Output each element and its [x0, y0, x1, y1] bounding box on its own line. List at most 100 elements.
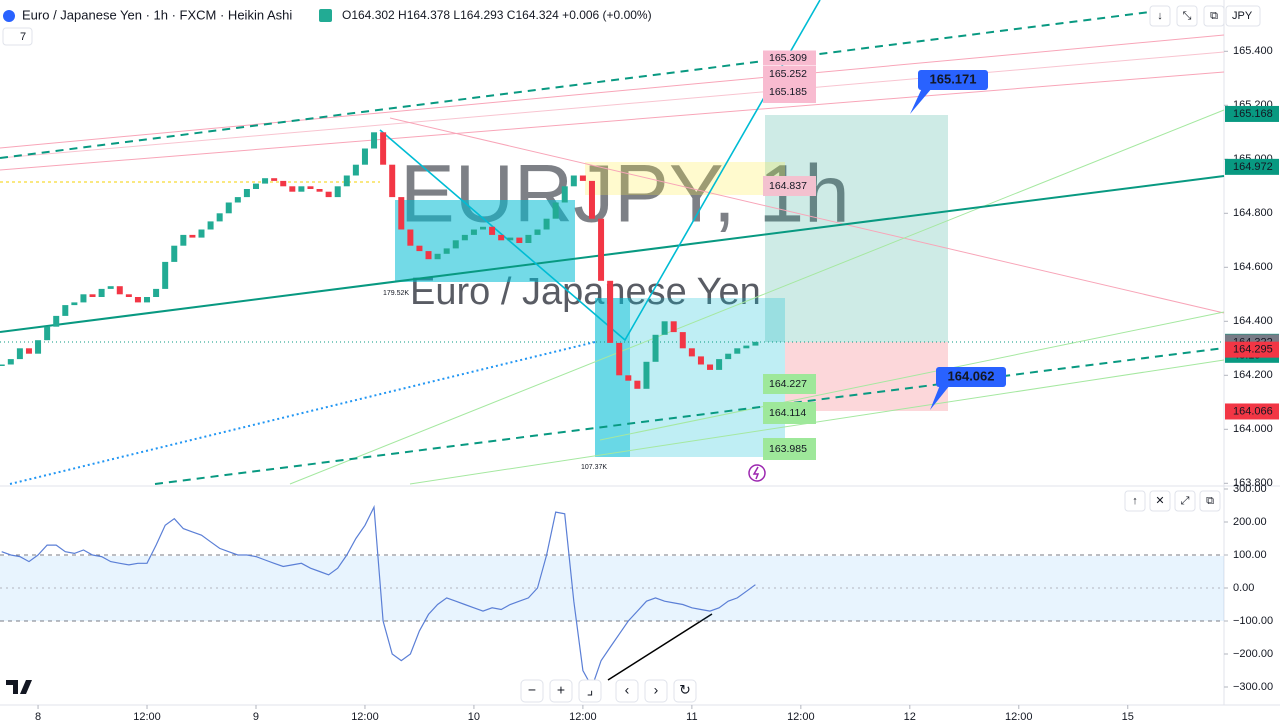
candle	[62, 305, 69, 316]
ohlc-legend: O164.302 H164.378 L164.293 C164.324 +0.0…	[342, 8, 652, 22]
toolbar-icon: ⌟	[587, 682, 594, 698]
pane-control[interactable]	[1149, 5, 1171, 27]
indicator-badge[interactable]	[2, 27, 33, 46]
candle	[725, 353, 732, 360]
candle	[416, 245, 423, 252]
target-label-bg	[763, 402, 816, 424]
y-tick-label: −300.00	[1233, 681, 1273, 693]
green-line	[289, 109, 1225, 485]
candle	[516, 237, 523, 243]
candle	[470, 229, 477, 235]
cci-line	[1, 504, 756, 689]
pane-control[interactable]	[1124, 490, 1146, 512]
candle	[607, 280, 614, 343]
price-label: 164.972	[1233, 161, 1273, 173]
candle	[107, 286, 114, 289]
candle	[616, 342, 623, 376]
candle	[625, 375, 632, 381]
candle	[116, 286, 123, 295]
target-label: 165.252	[769, 68, 807, 80]
toolbar-button[interactable]	[615, 679, 639, 703]
pane-control[interactable]	[1203, 5, 1225, 27]
toolbar-button[interactable]	[549, 679, 573, 703]
pink-line	[389, 117, 1225, 314]
toolbar-icon: −	[528, 682, 536, 698]
callout-label: 164.062	[948, 368, 995, 383]
y-tick-label: 164.800	[1233, 207, 1273, 219]
y-tick-label: 165.400	[1233, 45, 1273, 57]
candle	[252, 183, 259, 189]
candle	[507, 237, 514, 241]
candle	[25, 348, 32, 354]
candle	[153, 288, 160, 297]
target-label: 164.227	[769, 378, 807, 390]
candle	[98, 288, 105, 297]
price-label: 164.295	[1233, 344, 1273, 356]
candle	[407, 229, 414, 246]
candle	[661, 321, 668, 335]
y-tick-label: 200.00	[1233, 516, 1267, 528]
candle	[89, 294, 96, 297]
alert-icon	[748, 464, 766, 482]
candle	[134, 297, 141, 303]
target-label-bg	[763, 176, 816, 196]
chart-title: Euro / Japanese Yen · 1h · FXCM · Heikin…	[22, 7, 292, 22]
candle	[588, 180, 595, 219]
green-line	[409, 359, 1225, 485]
target-label: 164.114	[769, 407, 806, 419]
toolbar-button[interactable]	[578, 679, 602, 703]
toolbar-icon: ‹	[625, 682, 630, 698]
toolbar-button[interactable]	[520, 679, 544, 703]
candle	[679, 332, 686, 349]
currency: JPY	[1232, 10, 1253, 22]
y-tick-label: 164.400	[1233, 315, 1273, 327]
x-tick-label: 12:00	[133, 711, 161, 723]
toolbar-button[interactable]	[644, 679, 668, 703]
currency-button[interactable]	[1225, 5, 1261, 27]
long-target-zone	[765, 115, 948, 342]
pink-line	[0, 51, 1225, 159]
target-label: 165.185	[769, 86, 807, 98]
symbol-icon	[3, 10, 15, 22]
target-label: 164.837	[769, 180, 807, 192]
candle	[461, 234, 468, 241]
toolbar-icon: ›	[654, 682, 659, 698]
x-tick-label: 15	[1122, 711, 1134, 723]
volume-label: 107.37K	[581, 464, 607, 471]
candle	[734, 348, 741, 354]
candle	[361, 148, 368, 165]
candle	[707, 364, 714, 370]
y-tick-label: 100.00	[1233, 549, 1267, 561]
candle	[180, 234, 187, 246]
pane-control[interactable]	[1174, 490, 1196, 512]
target-label-bg	[763, 50, 816, 66]
target-label: 165.309	[769, 52, 807, 64]
x-tick-label: 8	[35, 711, 41, 723]
candle	[225, 202, 232, 214]
candle	[643, 361, 650, 389]
toolbar-button[interactable]	[673, 679, 697, 703]
y-tick-label: 164.600	[1233, 261, 1273, 273]
pane-control[interactable]	[1199, 490, 1221, 512]
market-status	[319, 9, 332, 22]
candle	[598, 218, 605, 281]
candle	[697, 356, 704, 365]
y-tick-label: 300.00	[1233, 483, 1267, 495]
pane-control[interactable]	[1149, 490, 1171, 512]
candle	[579, 175, 586, 181]
candle	[16, 348, 23, 360]
x-tick-label: 12:00	[569, 711, 597, 723]
pink-line	[0, 71, 1225, 171]
pane-control-icon: ⤡	[1183, 10, 1192, 22]
candle	[262, 178, 269, 184]
y-tick-label: 163.800	[1233, 477, 1273, 489]
candle	[144, 297, 151, 303]
target-label-bg	[763, 374, 816, 394]
volume-label: 179.52K	[383, 290, 409, 297]
target-label-bg	[763, 438, 816, 460]
candle	[280, 180, 287, 187]
pane-control[interactable]	[1176, 5, 1198, 27]
candle	[125, 294, 132, 297]
divergence-line	[607, 613, 713, 681]
x-tick-label: 11	[686, 711, 697, 723]
